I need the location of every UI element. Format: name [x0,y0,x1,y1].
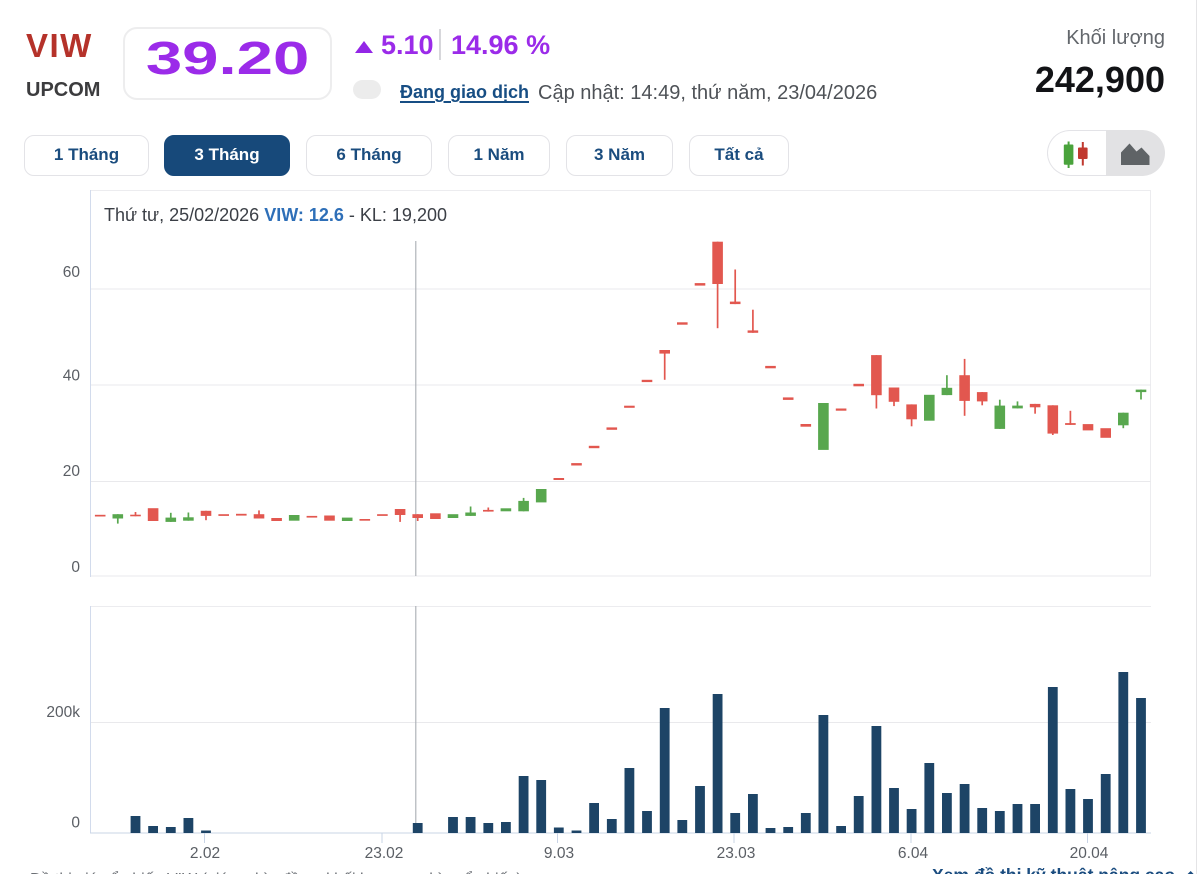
svg-text:9.03: 9.03 [544,845,574,862]
svg-text:0: 0 [71,559,80,576]
svg-text:23.03: 23.03 [717,845,756,862]
svg-text:23.02: 23.02 [365,845,404,862]
svg-text:60: 60 [63,264,81,281]
svg-text:0: 0 [71,815,80,832]
svg-text:6.04: 6.04 [898,845,929,862]
svg-text:20: 20 [63,463,81,480]
svg-text:2.02: 2.02 [190,845,220,862]
svg-text:40: 40 [63,368,81,385]
svg-text:20.04: 20.04 [1070,845,1109,862]
svg-text:200k: 200k [46,704,80,721]
